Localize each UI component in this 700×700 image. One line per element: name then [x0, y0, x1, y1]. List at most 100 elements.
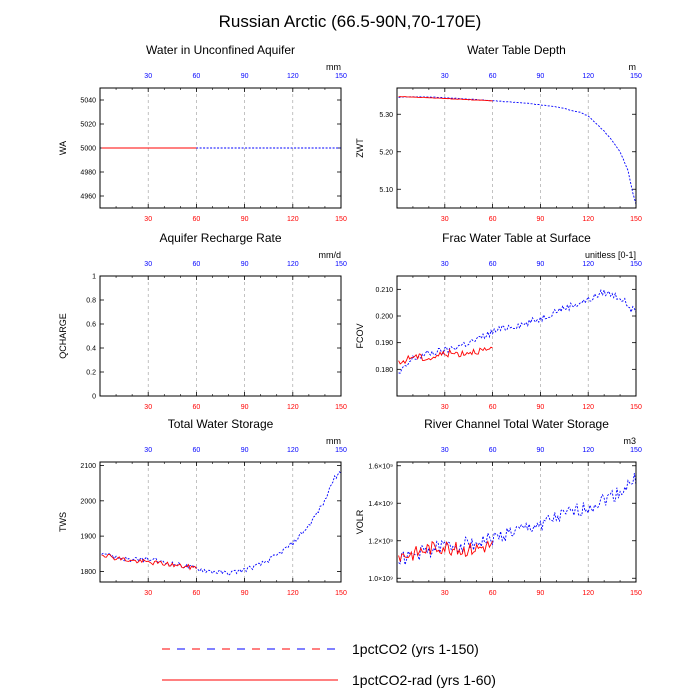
x-tick-label-top: 30: [144, 73, 152, 80]
x-tick-label: 120: [287, 404, 299, 411]
y-axis-label: VOLR: [355, 509, 365, 534]
x-tick-label-top: 150: [630, 261, 642, 268]
y-tick-label: 1800: [80, 569, 96, 576]
y-tick-label: 4980: [80, 170, 96, 177]
x-tick-label: 150: [630, 404, 642, 411]
x-tick-label: 30: [441, 590, 449, 597]
y-tick-label: 0.180: [375, 367, 393, 374]
x-tick-label: 120: [287, 216, 299, 223]
x-tick-label-top: 150: [335, 73, 347, 80]
y-tick-label: 5.10: [379, 187, 393, 194]
x-tick-label: 30: [144, 590, 152, 597]
series-1pctco2-rad-line: [398, 96, 493, 102]
panel-unit: unitless [0-1]: [585, 250, 636, 260]
x-tick-label: 30: [441, 404, 449, 411]
y-tick-label: 1.2×10⁹: [368, 538, 393, 545]
y-axis-label: TWS: [58, 512, 68, 532]
y-tick-label: 0.4: [86, 346, 96, 353]
x-tick-label-top: 90: [241, 73, 249, 80]
plot-frame: [99, 87, 342, 209]
x-tick-label: 60: [489, 590, 497, 597]
y-tick-label: 0.200: [375, 314, 393, 321]
series-1pctco2-rad-line: [398, 346, 493, 365]
x-tick-label: 60: [193, 590, 201, 597]
x-tick-label-top: 90: [241, 261, 249, 268]
x-tick-label: 90: [241, 404, 249, 411]
y-axis-label: WA: [58, 141, 68, 155]
series-1pctco2-line: [101, 471, 341, 577]
plot-frame: [99, 461, 342, 583]
y-tick-label: 2000: [80, 498, 96, 505]
x-tick-label-top: 30: [144, 261, 152, 268]
x-tick-label-top: 60: [193, 73, 201, 80]
x-tick-label-top: 120: [287, 73, 299, 80]
x-tick-label-top: 30: [441, 261, 449, 268]
panel-unit: mm: [326, 62, 341, 72]
panel-4: Frac Water Table at Surface unitless [0-1…: [355, 231, 642, 411]
y-tick-label: 5040: [80, 98, 96, 105]
figure-title: Russian Arctic (66.5-90N,70-170E): [219, 12, 482, 31]
x-tick-label-top: 90: [537, 261, 545, 268]
y-tick-label: 0.2: [86, 370, 96, 377]
x-tick-label: 150: [630, 216, 642, 223]
x-tick-label: 150: [630, 590, 642, 597]
x-tick-label-top: 60: [489, 73, 497, 80]
x-tick-label: 120: [582, 404, 594, 411]
x-tick-label: 90: [537, 590, 545, 597]
y-tick-label: 0.8: [86, 298, 96, 305]
y-tick-label: 1.0×10⁹: [368, 576, 393, 583]
series-1pctco2-rad-line: [398, 540, 494, 562]
panel-unit: m3: [623, 436, 636, 446]
y-tick-label: 1.4×10⁹: [368, 501, 393, 508]
series-1pctco2-line: [398, 288, 636, 374]
y-tick-label: 5.20: [379, 149, 393, 156]
panel-title: Water Table Depth: [467, 43, 566, 57]
legend: 1pctCO2 (yrs 1-150) 1pctCO2-rad (yrs 1-6…: [162, 641, 496, 688]
x-tick-label: 60: [193, 216, 201, 223]
x-tick-label: 30: [441, 216, 449, 223]
y-axis-label: ZWT: [355, 138, 365, 158]
panel-title: River Channel Total Water Storage: [424, 417, 609, 431]
plot-frame: [396, 87, 637, 209]
x-tick-label: 150: [335, 590, 347, 597]
x-tick-label: 60: [489, 404, 497, 411]
x-tick-label: 120: [582, 216, 594, 223]
x-tick-label-top: 90: [537, 73, 545, 80]
x-tick-label-top: 120: [287, 261, 299, 268]
y-tick-label: 5000: [80, 146, 96, 153]
x-tick-label-top: 30: [144, 447, 152, 454]
y-tick-label: 5020: [80, 122, 96, 129]
y-axis-label: FCOV: [355, 323, 365, 348]
panel-6: River Channel Total Water Storage m3 VOLR 3…: [355, 417, 642, 597]
y-tick-label: 1.6×10⁹: [368, 463, 393, 470]
x-tick-label-top: 150: [630, 447, 642, 454]
x-tick-label-top: 120: [582, 447, 594, 454]
x-tick-label-top: 150: [335, 261, 347, 268]
y-tick-label: 0.190: [375, 340, 393, 347]
x-tick-label-top: 150: [630, 73, 642, 80]
series-1pctco2-rad-line: [101, 553, 197, 571]
x-tick-label: 30: [144, 404, 152, 411]
y-tick-label: 0.6: [86, 322, 96, 329]
x-tick-label-top: 60: [193, 447, 201, 454]
panel-title: Frac Water Table at Surface: [442, 231, 591, 245]
x-tick-label-top: 120: [582, 73, 594, 80]
panel-1: Water in Unconfined Aquifer mm WA 30 30 60 60 9…: [58, 43, 347, 223]
y-tick-label: 2100: [80, 463, 96, 470]
x-tick-label-top: 150: [335, 447, 347, 454]
panel-2: Water Table Depth m ZWT 30 30 60 60 90 90 120 120 1…: [355, 43, 642, 223]
panel-3: Aquifer Recharge Rate mm/d QCHARGE 30 30 60 60…: [58, 231, 347, 411]
x-tick-label-top: 90: [241, 447, 249, 454]
x-tick-label: 60: [193, 404, 201, 411]
panel-title: Aquifer Recharge Rate: [159, 231, 281, 245]
panel-title: Total Water Storage: [168, 417, 274, 431]
y-tick-label: 0: [92, 394, 96, 401]
plot-frame: [396, 461, 637, 583]
series-1pctco2-line: [398, 96, 636, 205]
y-tick-label: 0.210: [375, 287, 393, 294]
panels: Water in Unconfined Aquifer mm WA 30 30 60 60 9…: [58, 43, 642, 597]
x-tick-label-top: 60: [193, 261, 201, 268]
y-tick-label: 4960: [80, 194, 96, 201]
x-tick-label-top: 60: [489, 261, 497, 268]
